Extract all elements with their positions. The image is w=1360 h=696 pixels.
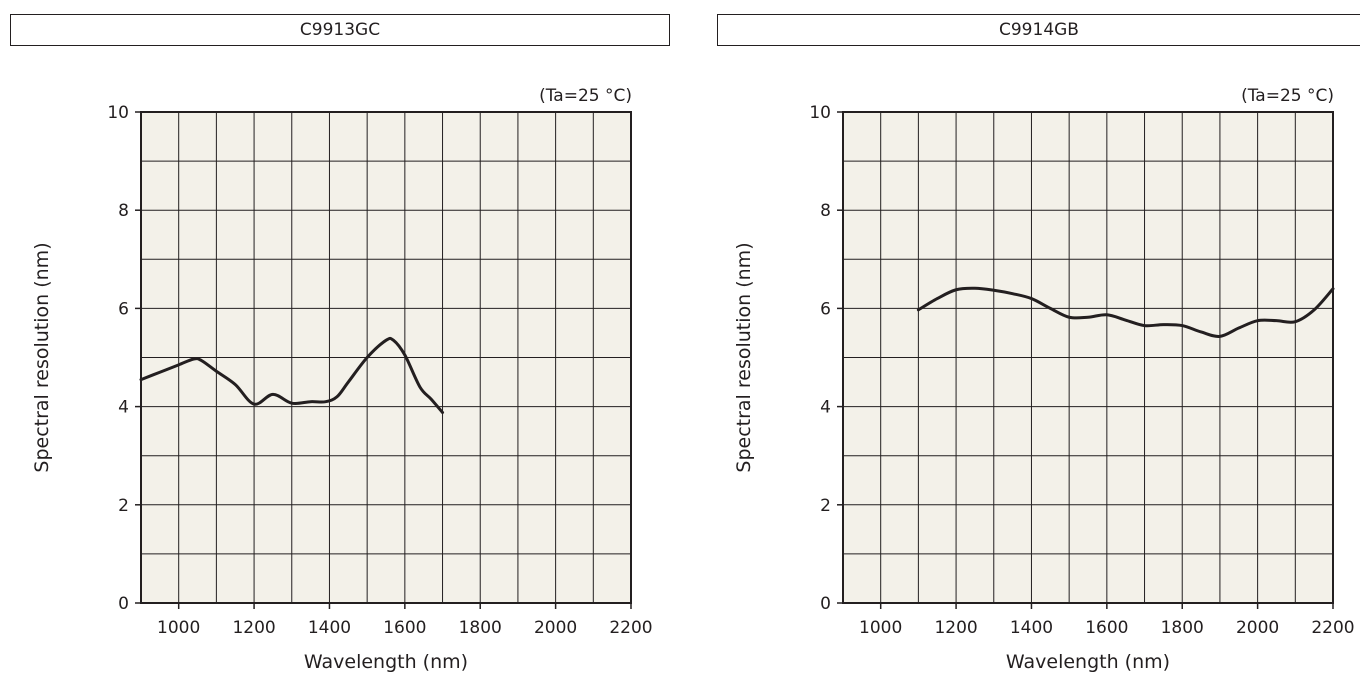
x-tick-label: 2200: [609, 618, 652, 638]
x-axis-label: Wavelength (nm): [1006, 651, 1170, 673]
x-tick-label: 1200: [232, 618, 275, 638]
y-tick-label: 10: [107, 103, 129, 123]
chart-title-c9913gc: C9913GC: [10, 14, 670, 46]
plot-frame: [842, 111, 1334, 604]
y-tick-label: 10: [809, 103, 831, 123]
y-axis-label: Spectral resolution (nm): [733, 242, 755, 472]
y-axis-label: Spectral resolution (nm): [31, 242, 53, 472]
y-tick-label: 2: [118, 496, 129, 516]
x-axis-label: Wavelength (nm): [304, 651, 468, 673]
y-tick-label: 0: [820, 594, 831, 614]
condition-label: (Ta=25 °C): [1241, 86, 1334, 106]
y-tick-label: 0: [118, 594, 129, 614]
x-tick-label: 1600: [383, 618, 426, 638]
y-tick-label: 6: [820, 299, 831, 319]
x-tick-label: 1000: [859, 618, 902, 638]
condition-label: (Ta=25 °C): [539, 86, 632, 106]
x-tick-label: 1400: [308, 618, 351, 638]
y-tick-label: 4: [118, 398, 129, 418]
y-tick-label: 2: [820, 496, 831, 516]
series-line: [916, 286, 1335, 338]
x-tick-label: 1400: [1010, 618, 1053, 638]
y-tick-label: 8: [820, 201, 831, 221]
series-line: [139, 336, 445, 414]
x-tick-label: 2200: [1311, 618, 1354, 638]
x-tick-label: 1800: [1161, 618, 1204, 638]
y-tick-label: 8: [118, 201, 129, 221]
x-tick-label: 1200: [934, 618, 977, 638]
x-tick-label: 1600: [1085, 618, 1128, 638]
x-tick-label: 1000: [157, 618, 200, 638]
y-tick-label: 4: [820, 398, 831, 418]
x-tick-label: 2000: [534, 618, 577, 638]
chart-title-c9914gb: C9914GB: [717, 14, 1360, 46]
chart-c9913gc: 0 2 4 6 8 10 1000 1200 1400 1600 1800 2000 2200 (Ta=2…: [31, 86, 653, 673]
x-tick-label: 1800: [459, 618, 502, 638]
plot-frame: [140, 111, 632, 604]
x-tick-label: 2000: [1236, 618, 1279, 638]
y-tick-label: 6: [118, 299, 129, 319]
